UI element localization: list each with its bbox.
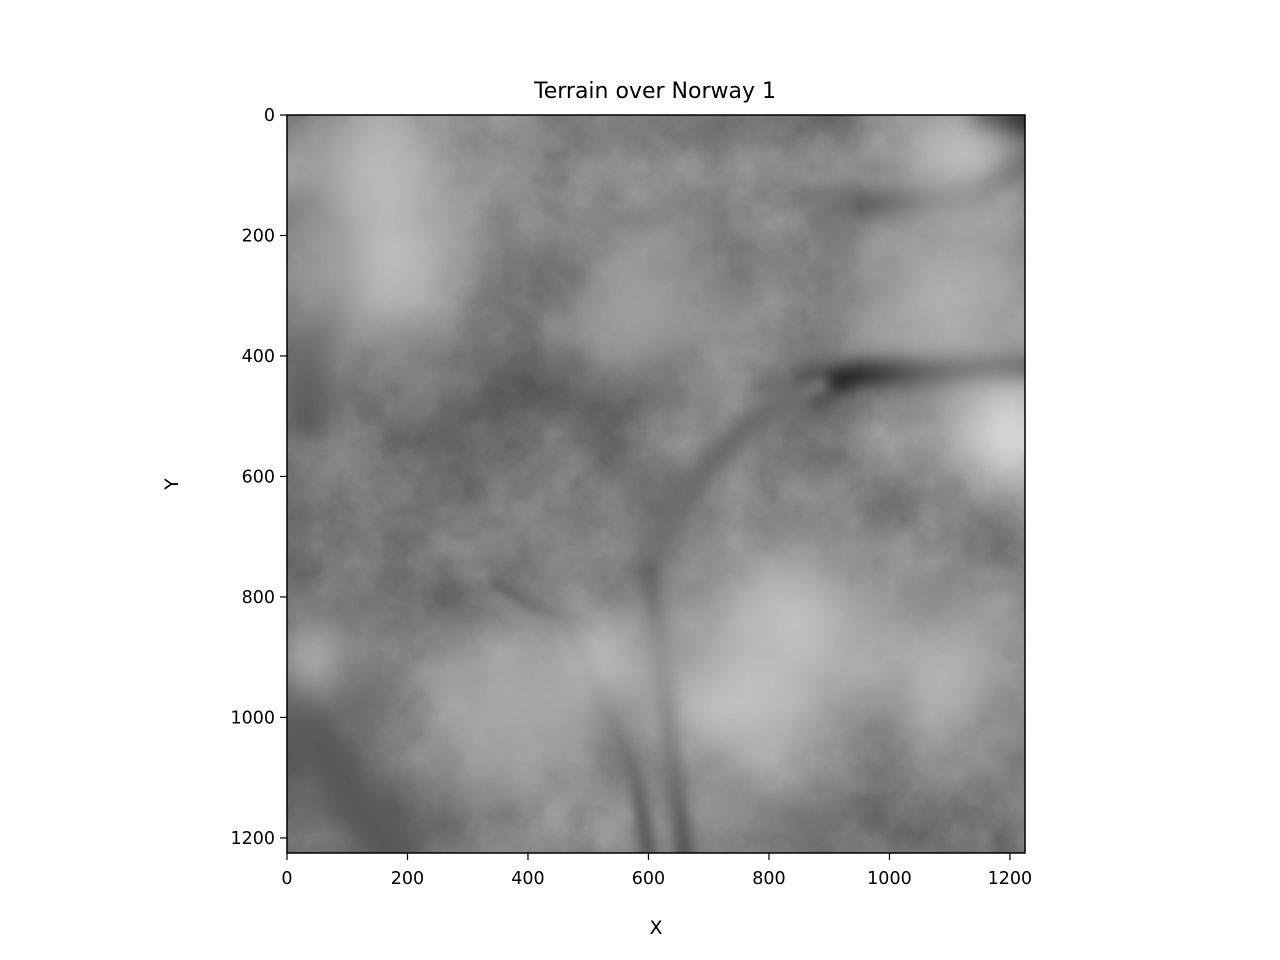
chart-title: Terrain over Norway 1 [533,79,776,104]
x-axis-label: X [649,917,662,939]
y-axis: 0 200 400 600 800 1000 1200 [230,106,287,849]
y-tick-label: 800 [242,588,275,608]
x-axis: 0 200 400 600 800 1000 1200 [281,853,1032,889]
x-tick-label: 800 [752,869,785,889]
x-tick-label: 0 [281,869,292,889]
y-tick-label: 0 [264,106,275,126]
x-tick-label: 1200 [988,869,1033,889]
x-tick-label: 400 [511,869,544,889]
x-tick-label: 1000 [867,869,912,889]
y-axis-label: Y [161,478,183,491]
plot-area [287,115,1025,853]
y-tick-label: 600 [242,467,275,487]
y-tick-label: 1200 [230,829,275,849]
x-tick-label: 600 [632,869,665,889]
x-tick-label: 200 [391,869,424,889]
y-tick-label: 1000 [230,708,275,728]
y-tick-label: 200 [242,226,275,246]
terrain-heatmap [287,115,1025,853]
y-tick-label: 400 [242,347,275,367]
